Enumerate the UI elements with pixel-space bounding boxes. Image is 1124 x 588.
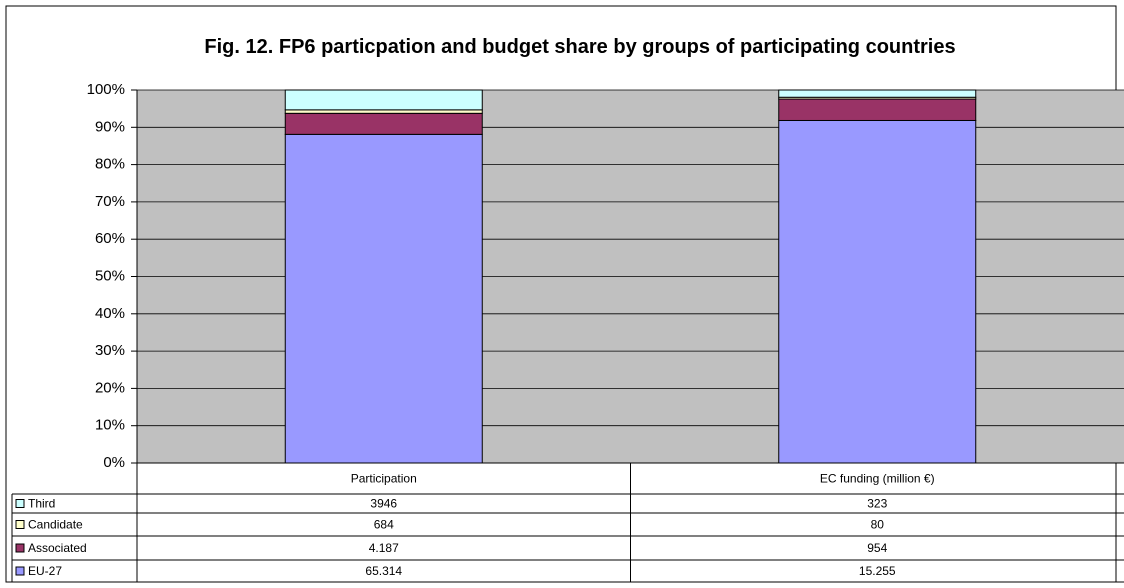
- y-tick-label: 40%: [95, 305, 125, 322]
- legend-label: Third: [28, 497, 55, 511]
- data-label: 65.314: [365, 564, 402, 578]
- data-label: 323: [867, 497, 887, 511]
- y-tick-label: 70%: [95, 193, 125, 210]
- y-tick-label: 10%: [95, 417, 125, 434]
- bar-segment: [778, 119, 977, 464]
- legend-swatch: [15, 499, 25, 508]
- data-label: 4.187: [369, 541, 399, 555]
- bar-segment: [778, 98, 977, 121]
- x-tick-label: Participation: [351, 472, 417, 486]
- legend-swatch: [15, 543, 25, 553]
- data-label: 15.255: [859, 564, 896, 578]
- y-tick-label: 50%: [95, 267, 125, 284]
- y-tick-label: 80%: [95, 156, 125, 173]
- data-label: 954: [867, 541, 887, 555]
- y-tick-label: 0%: [103, 454, 125, 471]
- bar-segment: [284, 133, 483, 464]
- y-tick-label: 90%: [95, 118, 125, 135]
- y-tick-label: 100%: [87, 81, 125, 98]
- legend-swatch: [15, 520, 25, 529]
- bar-segment: [284, 109, 483, 114]
- bar-segment: [778, 89, 977, 98]
- chart-title: Fig. 12. FP6 particpation and budget sha…: [204, 36, 956, 58]
- legend-label: Associated: [28, 541, 87, 555]
- legend-label: Candidate: [28, 518, 83, 532]
- data-label: 684: [374, 518, 394, 532]
- y-tick-label: 20%: [95, 379, 125, 396]
- x-tick-label: EC funding (million €): [820, 472, 935, 486]
- bar-segment: [284, 89, 483, 111]
- y-tick-label: 30%: [95, 342, 125, 359]
- bar-segment: [284, 112, 483, 135]
- data-label: 80: [871, 518, 885, 532]
- y-tick-label: 60%: [95, 230, 125, 247]
- data-label: 3946: [370, 497, 397, 511]
- legend-label: EU-27: [28, 564, 62, 578]
- legend-swatch: [15, 566, 25, 576]
